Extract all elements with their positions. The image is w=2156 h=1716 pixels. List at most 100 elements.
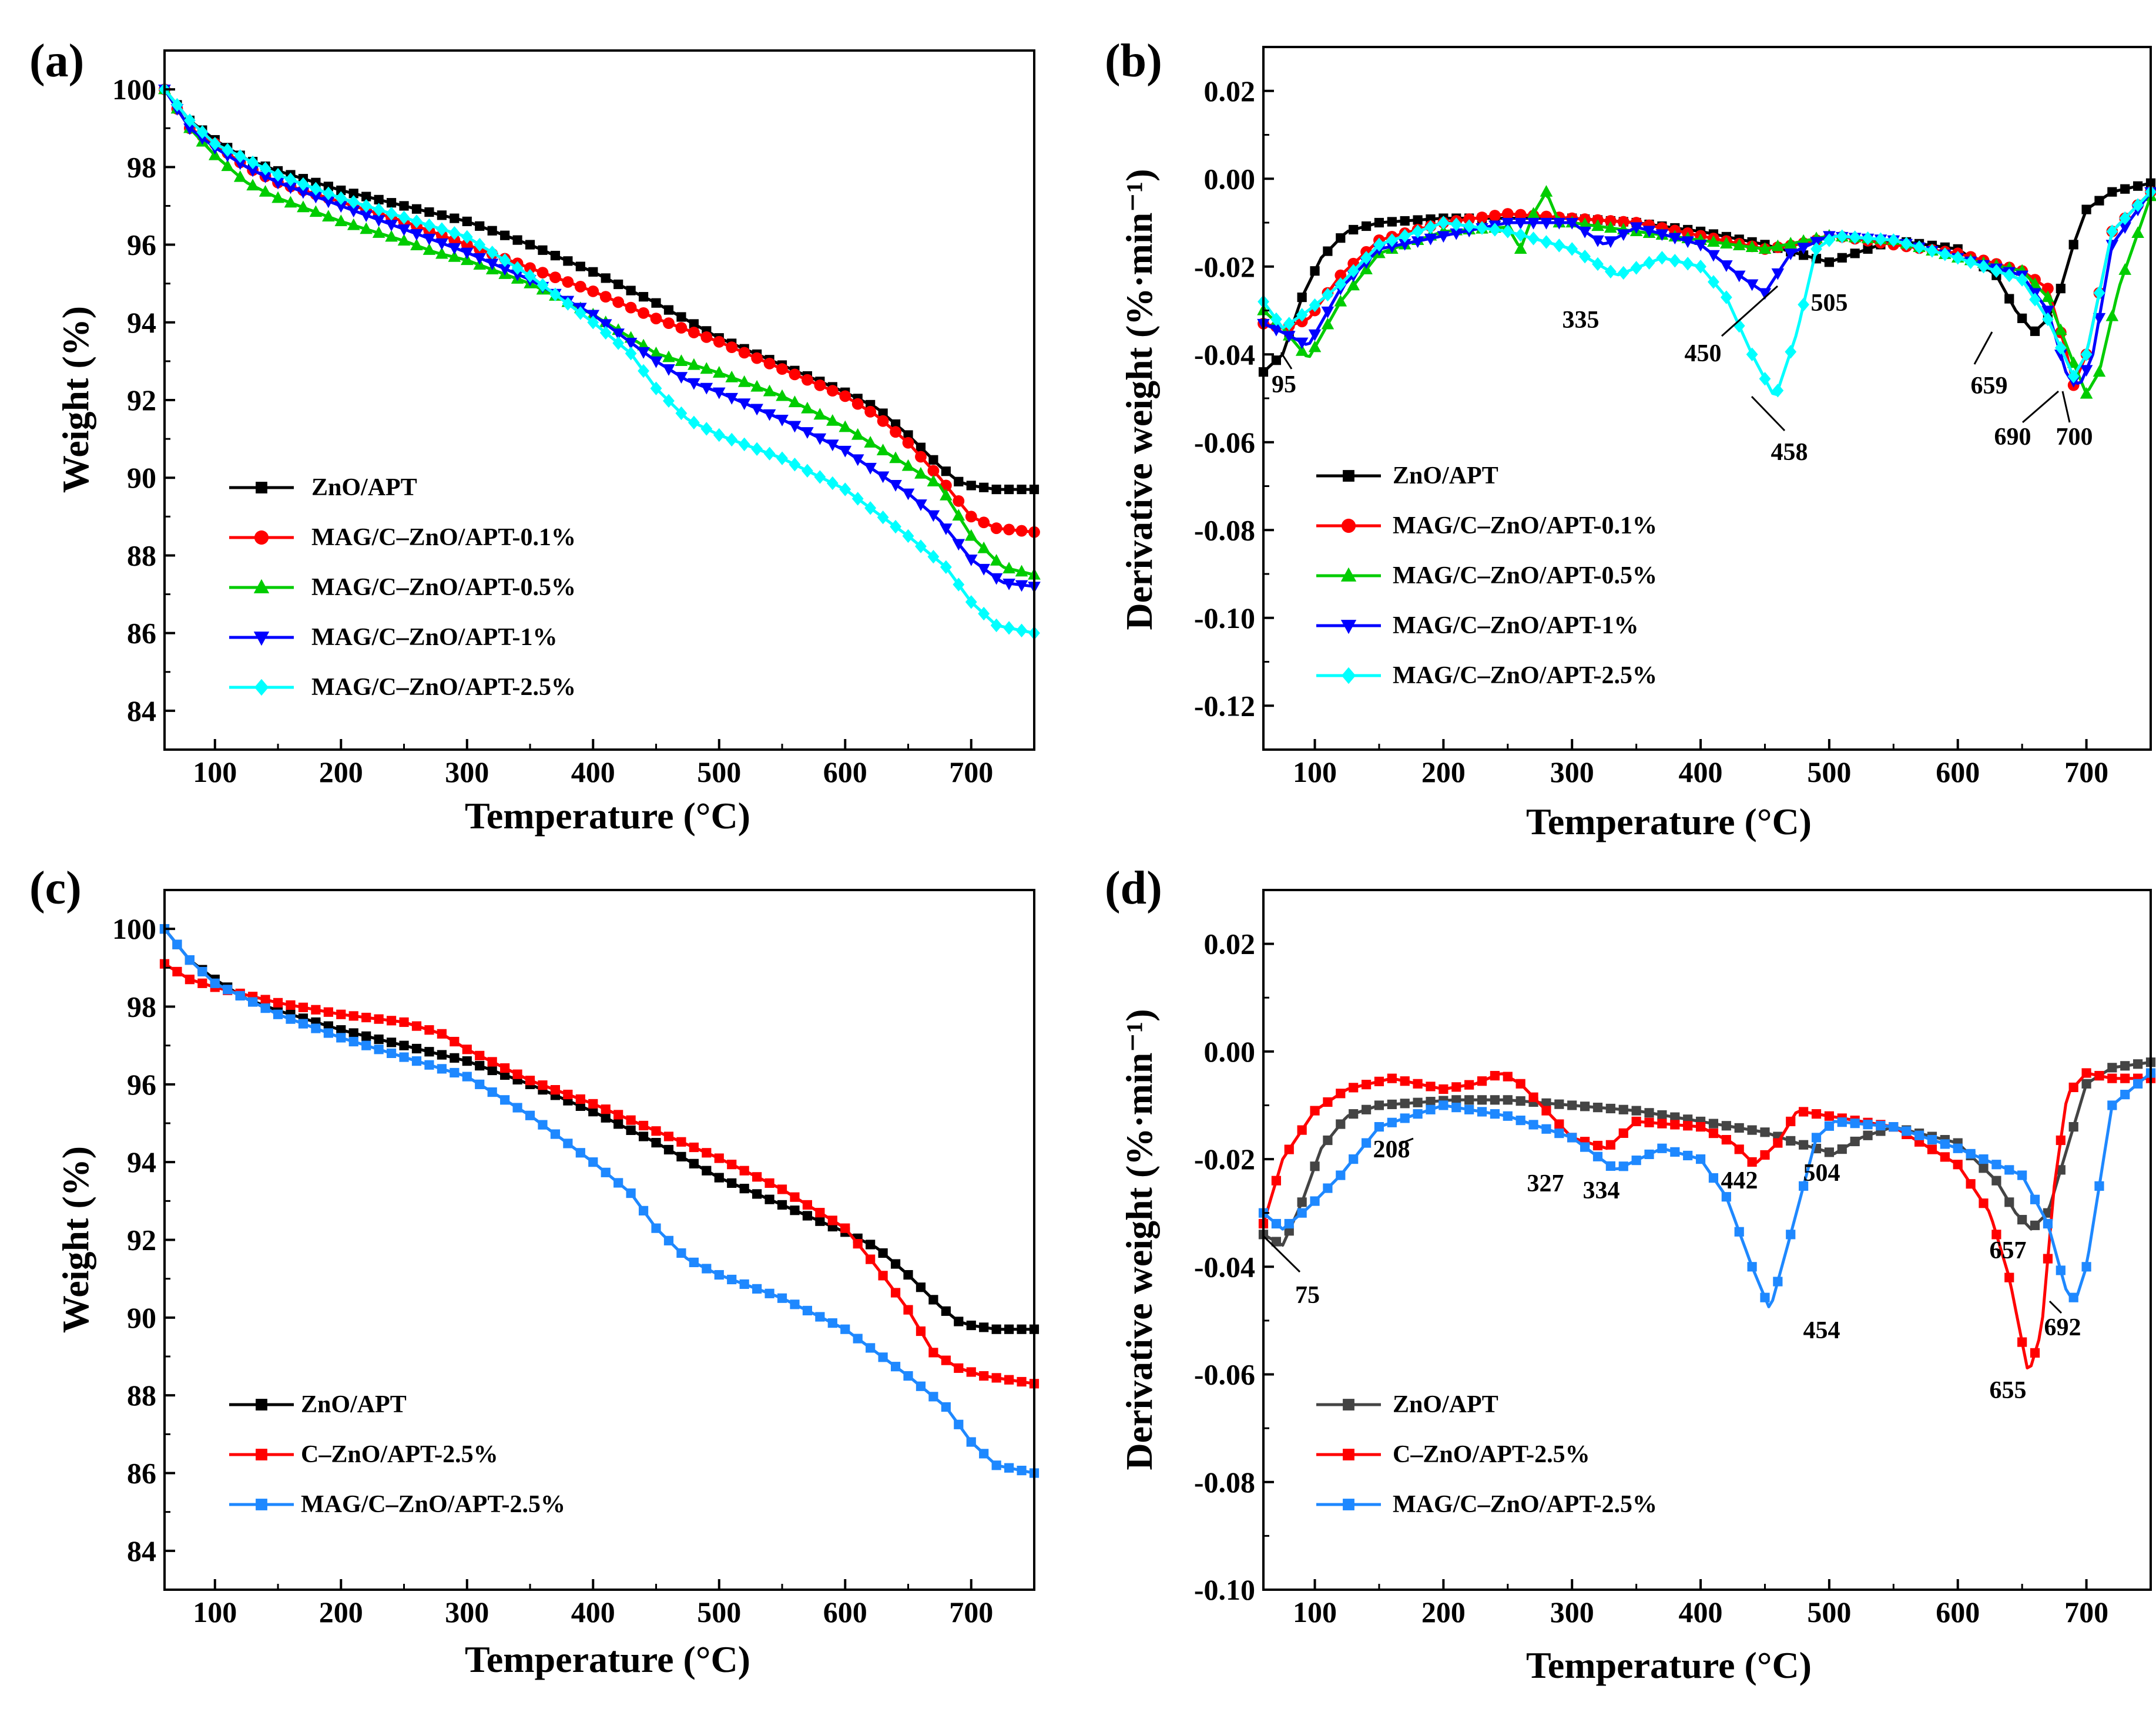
data-point xyxy=(1876,1121,1886,1131)
data-point xyxy=(2093,365,2106,377)
y-tick-label: 86 xyxy=(127,1457,156,1490)
y-tick-label: 92 xyxy=(127,1224,156,1257)
data-point xyxy=(1734,1123,1744,1133)
x-tick-label: 100 xyxy=(1293,1596,1337,1628)
data-point xyxy=(1017,1376,1027,1387)
data-point xyxy=(1591,219,1604,231)
panel-b-plot: 100 200 300 400 500 600 700 0.02 0.00 -0.02 -0.04 -… xyxy=(1194,46,2156,788)
data-point xyxy=(2133,1079,2143,1089)
data-point xyxy=(813,433,827,445)
data-point xyxy=(1837,253,1847,263)
data-point xyxy=(599,291,612,303)
data-point xyxy=(2043,1218,2053,1229)
data-point xyxy=(1439,1100,1448,1110)
data-point xyxy=(246,165,259,177)
data-point xyxy=(637,347,650,359)
data-point xyxy=(385,230,398,242)
data-point xyxy=(662,364,675,376)
data-point xyxy=(1343,1449,1354,1460)
data-point xyxy=(840,1324,850,1334)
data-point xyxy=(235,990,245,1001)
data-point xyxy=(2041,290,2054,303)
data-point xyxy=(538,245,548,255)
data-point xyxy=(2093,313,2106,325)
data-point xyxy=(1283,317,1295,331)
series-line xyxy=(163,962,1035,1385)
annotation-leader xyxy=(1973,331,1993,365)
data-point xyxy=(587,285,599,297)
data-point xyxy=(424,1025,434,1035)
data-point xyxy=(248,997,258,1007)
data-point xyxy=(1591,235,1604,247)
data-point xyxy=(2105,309,2119,321)
data-point xyxy=(1554,1119,1564,1129)
data-point xyxy=(1528,1092,1538,1102)
data-point xyxy=(1747,1262,1757,1272)
x-tick-label: 200 xyxy=(1421,755,1466,788)
data-point xyxy=(334,214,348,226)
data-point xyxy=(1952,251,1964,265)
data-point xyxy=(953,577,965,592)
data-point xyxy=(839,420,852,432)
data-point xyxy=(462,1072,472,1082)
data-point xyxy=(1386,241,1399,254)
annotation-208: 208 xyxy=(1373,1136,1410,1163)
data-point xyxy=(725,370,739,382)
data-point xyxy=(815,1208,825,1218)
data-point xyxy=(2107,187,2117,197)
y-tick-label: 0.02 xyxy=(1204,928,1256,961)
data-point xyxy=(651,1223,661,1233)
data-point xyxy=(713,428,725,442)
series-line xyxy=(163,928,1035,1475)
data-point xyxy=(675,406,688,421)
data-point xyxy=(1631,1156,1641,1166)
data-point xyxy=(361,1012,371,1023)
data-point xyxy=(1297,1208,1307,1218)
legend-entry-zno-apt: ZnO/APT xyxy=(1316,1391,1498,1418)
x-tick-label: 100 xyxy=(1293,755,1337,788)
data-point xyxy=(1592,1140,1603,1151)
data-point xyxy=(625,301,637,314)
data-point xyxy=(2068,1292,2078,1302)
data-point xyxy=(397,234,411,246)
data-point xyxy=(802,374,813,386)
data-point xyxy=(1490,1070,1500,1081)
legend-entry-c-zno-2-5: C–ZnO/APT-2.5% xyxy=(1316,1441,1590,1468)
x-tick-label: 100 xyxy=(193,1596,237,1628)
data-point xyxy=(851,398,864,410)
data-point xyxy=(2133,181,2143,191)
data-point xyxy=(889,480,902,492)
data-point xyxy=(1296,308,1308,322)
data-point xyxy=(196,125,209,139)
data-point xyxy=(2043,1254,2053,1264)
data-point xyxy=(1341,667,1356,684)
data-point xyxy=(638,1131,649,1141)
x-tick-label: 700 xyxy=(949,1596,993,1628)
data-point xyxy=(1914,1130,1924,1140)
data-point xyxy=(964,554,978,566)
data-point xyxy=(2054,341,2067,355)
data-point xyxy=(612,296,625,308)
data-point xyxy=(284,172,297,187)
x-tick-label: 700 xyxy=(2064,1596,2108,1628)
data-point xyxy=(952,509,965,521)
series-2 xyxy=(159,924,1040,1478)
data-point xyxy=(1334,294,1347,307)
data-point xyxy=(2107,1073,2117,1083)
data-point xyxy=(348,189,358,199)
data-point xyxy=(626,286,636,295)
annotation-450: 450 xyxy=(1685,340,1722,367)
data-point xyxy=(1785,345,1797,359)
data-point xyxy=(1618,1161,1628,1171)
data-point xyxy=(1490,1109,1500,1119)
data-point xyxy=(2056,1265,2066,1275)
data-point xyxy=(1991,1160,2001,1170)
data-point xyxy=(1644,1117,1654,1127)
data-point xyxy=(739,1166,749,1176)
data-point xyxy=(864,501,877,515)
data-point xyxy=(271,191,284,203)
data-point xyxy=(462,216,472,226)
data-point xyxy=(1798,297,1810,312)
legend-label: MAG/C–ZnO/APT-1% xyxy=(1393,612,1638,639)
